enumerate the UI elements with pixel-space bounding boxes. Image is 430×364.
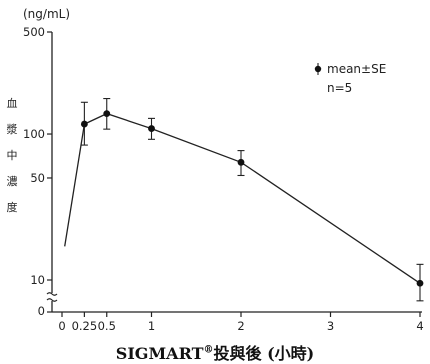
x-tick-label: 1 (148, 319, 155, 333)
y-tick-label: 100 (23, 127, 45, 141)
x-tick-label: 3 (327, 319, 334, 333)
x-axis-label: SIGMART®投與後 (小時) (0, 340, 430, 364)
y-axis-label-char: 中 (7, 149, 18, 162)
y-tick-label: 50 (30, 171, 45, 185)
y-axis-label-char: 漿 (7, 122, 18, 136)
chart-axes (46, 32, 422, 313)
y-axis-label-char: 度 (7, 200, 18, 214)
axis-break-mark-top (46, 292, 58, 296)
y-axis-label-char: 濃 (7, 174, 18, 188)
data-point (103, 110, 111, 118)
axis-break-mark-bottom (46, 298, 58, 302)
x-tick-label: 0.5 (98, 319, 116, 333)
data-point (237, 158, 245, 166)
x-tick-label: 0 (58, 319, 65, 333)
y-axis-label-char: 血 (7, 96, 18, 110)
chart-ticks: 0 0.25 0.5 1 2 3 4 10 50 100 500 0 (23, 25, 424, 333)
x-axis-label-rest: 投與後 (小時) (213, 344, 315, 363)
x-axis-label-brand: SIGMART (115, 344, 204, 363)
y-unit-label: (ng/mL) (23, 7, 70, 21)
y-tick-label: 500 (23, 25, 45, 39)
x-axis-label-mark: ® (203, 344, 214, 356)
legend-n: n=5 (327, 81, 352, 95)
chart-legend: mean±SE n=5 (314, 62, 386, 95)
x-tick-label: 2 (237, 319, 244, 333)
data-point (148, 125, 155, 132)
data-point (80, 120, 88, 128)
legend-marker (314, 65, 322, 73)
x-tick-label: 0.25 (72, 319, 98, 333)
y-tick-label-zero: 0 (38, 304, 45, 318)
y-tick-label: 10 (30, 273, 45, 287)
x-tick-label: 4 (416, 319, 423, 333)
data-point (416, 279, 424, 287)
series-line (64, 112, 421, 284)
legend-label: mean±SE (327, 62, 386, 76)
chart-series (64, 98, 424, 302)
